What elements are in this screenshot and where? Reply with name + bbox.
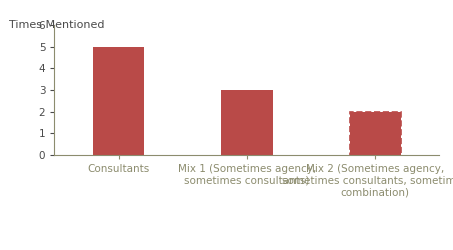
Bar xyxy=(221,90,273,155)
Bar xyxy=(93,47,144,155)
Bar xyxy=(350,112,401,155)
Text: Times Mentioned: Times Mentioned xyxy=(9,20,105,30)
